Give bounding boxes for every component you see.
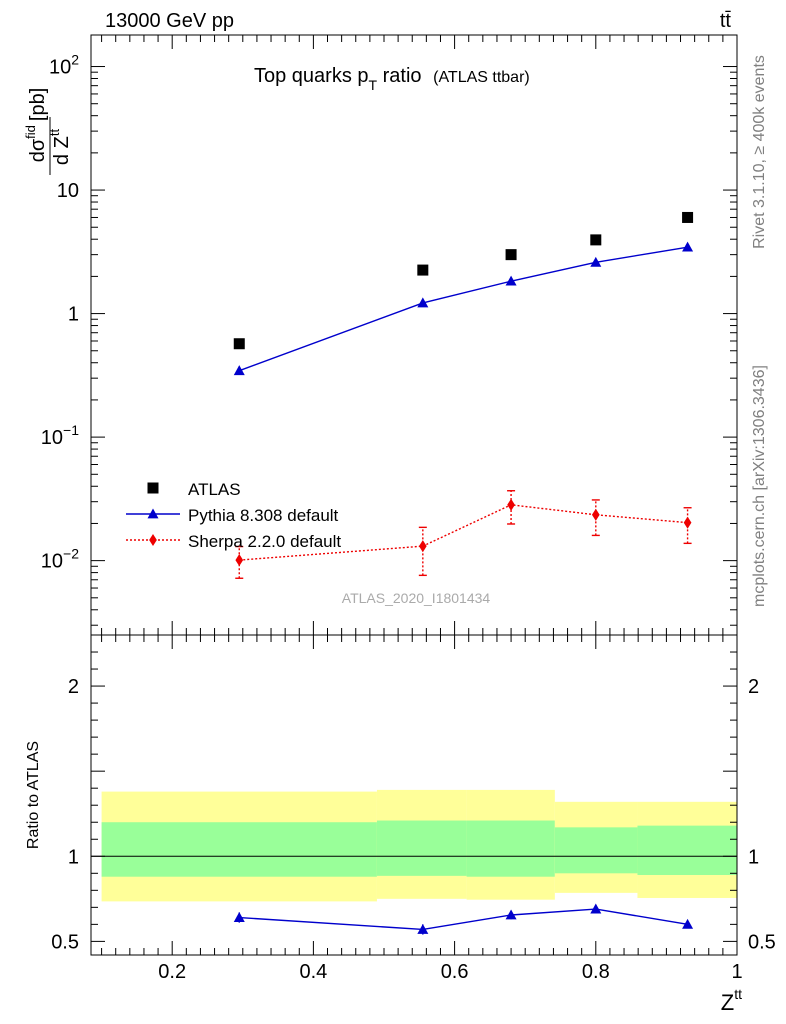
chart-title-rest: ratio <box>377 65 421 87</box>
ratio-y-tick-label-right: 2 <box>748 676 759 698</box>
ratio-point <box>505 909 517 920</box>
x-tick-label: 1 <box>731 961 742 983</box>
process-label: tt̄ <box>720 10 732 32</box>
chart-title-small: (ATLAS ttbar) <box>433 69 530 86</box>
y-tick-label-exp: 2 <box>71 52 79 68</box>
data-point <box>590 234 602 246</box>
data-point <box>417 264 429 276</box>
svg-text:d Ztt: d Ztt <box>47 129 73 166</box>
y-tick-label-exp: −2 <box>63 546 79 562</box>
data-point <box>417 297 429 308</box>
main-series <box>233 211 694 579</box>
data-point <box>235 554 244 567</box>
band-green <box>376 820 467 876</box>
legend-label: Pythia 8.308 default <box>188 506 339 525</box>
data-point <box>233 365 245 376</box>
energy-label: 13000 GeV pp <box>105 10 234 32</box>
ratio-point <box>417 923 429 934</box>
chart-title-main: Top quarks p <box>254 65 369 87</box>
ratio-line <box>239 908 688 931</box>
band-green <box>637 825 737 875</box>
series-line <box>239 246 688 372</box>
mcplots-label: mcplots.cern.ch [arXiv:1306.3436] <box>751 365 768 607</box>
ratio-point <box>682 918 694 929</box>
main-y-axis-label: dσfid [pb] d Ztt <box>23 88 73 175</box>
chart-title: Top quarks pT ratio (ATLAS ttbar) <box>254 65 530 93</box>
y-tick-label: 1 <box>68 304 79 326</box>
ratio-y-axis-label: Ratio to ATLAS <box>25 741 42 849</box>
x-tick-label: 0.8 <box>582 961 610 983</box>
legend-marker <box>147 508 159 519</box>
x-axis: 0.2 0.4 0.6 0.8 1 <box>101 35 743 983</box>
x-tick-label: 0.4 <box>299 961 327 983</box>
data-point <box>590 256 602 267</box>
y-tick-label: 10 <box>57 180 79 202</box>
y-tick-label-base: 10 <box>41 427 63 449</box>
legend-marker <box>147 482 159 494</box>
legend: ATLAS Pythia 8.308 default Sherpa 2.2.0 de… <box>126 480 341 551</box>
data-point <box>418 540 427 553</box>
ratio-y-tick-label: 0.5 <box>51 931 79 953</box>
x-tick-label: 0.2 <box>158 961 186 983</box>
legend-marker <box>149 533 157 547</box>
ratio-y-axis: 0.5 0.5 1 1 2 2 <box>51 651 776 953</box>
data-point <box>507 498 515 511</box>
band-green <box>466 820 555 877</box>
analysis-watermark: ATLAS_2020_I1801434 <box>342 590 491 606</box>
svg-text:dσfid[pb]: dσfid [pb] <box>23 88 49 163</box>
data-point <box>682 211 694 223</box>
ratio-y-tick-label-right: 1 <box>748 846 759 868</box>
band-green <box>101 822 377 877</box>
legend-label: ATLAS <box>188 480 241 499</box>
y-tick-label: 102 <box>49 52 79 79</box>
data-point <box>505 275 517 286</box>
data-point <box>505 249 517 261</box>
x-tick-label: 0.6 <box>441 961 469 983</box>
y-tick-label-base: 10 <box>49 57 71 79</box>
legend-label: Sherpa 2.2.0 default <box>188 532 341 551</box>
data-point <box>683 516 692 529</box>
ratio-y-tick-label: 1 <box>68 846 79 868</box>
x-axis-label-base: Z <box>721 990 734 1015</box>
ylabel-sigma: dσ <box>27 138 49 162</box>
data-point <box>233 338 245 350</box>
ratio-y-tick-label-right: 0.5 <box>748 931 776 953</box>
ylabel-denominator-sup: tt <box>47 129 62 137</box>
y-tick-label: 10−2 <box>41 546 79 573</box>
y-tick-label-base: 10 <box>41 551 63 573</box>
x-axis-label-sup: tt <box>734 986 742 1002</box>
data-point <box>682 241 694 252</box>
ratio-uncertainty-bands <box>101 789 737 902</box>
rivet-label: Rivet 3.1.10, ≥ 400k events <box>751 55 768 249</box>
chart-title-sub: T <box>369 77 378 93</box>
ylabel-denominator: d Z <box>51 136 73 165</box>
x-axis-label: Ztt <box>721 986 742 1015</box>
ylabel-sup: fid <box>23 125 38 139</box>
ratio-series <box>233 903 694 935</box>
ratio-point <box>590 903 602 914</box>
y-tick-label: 10−1 <box>41 422 79 449</box>
ratio-plot-frame <box>90 634 738 956</box>
band-green <box>554 827 638 874</box>
data-point <box>591 508 600 521</box>
y-tick-label-exp: −1 <box>63 422 79 438</box>
ratio-point <box>233 912 245 922</box>
ylabel-unit: [pb] <box>27 88 49 121</box>
ratio-y-tick-label: 2 <box>68 676 79 698</box>
